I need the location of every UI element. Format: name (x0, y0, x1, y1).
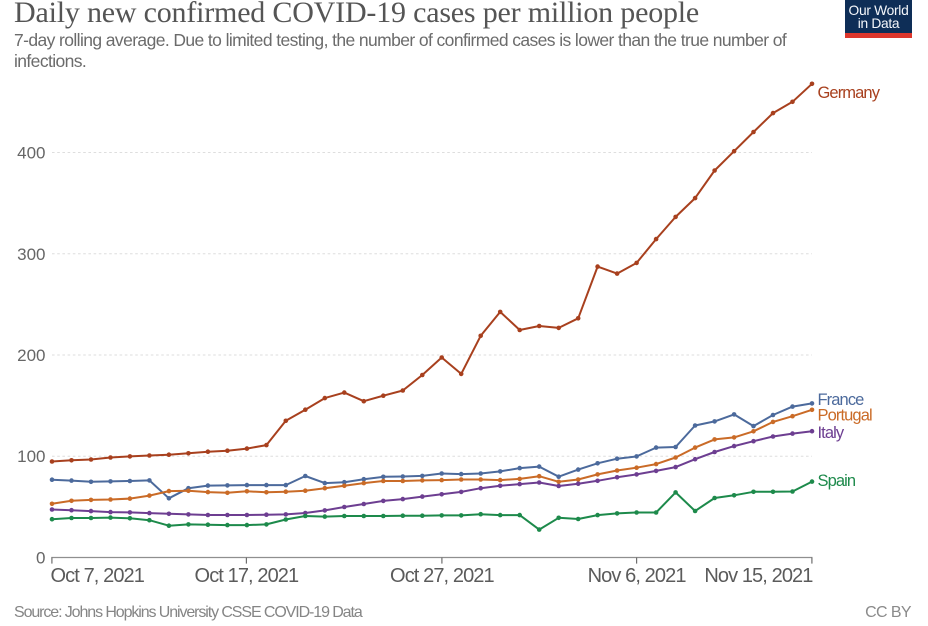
svg-text:Nov 15, 2021: Nov 15, 2021 (704, 565, 813, 587)
svg-text:200: 200 (17, 346, 45, 365)
svg-text:Nov 6, 2021: Nov 6, 2021 (588, 565, 687, 587)
svg-text:Spain: Spain (818, 472, 856, 490)
svg-text:Germany: Germany (818, 84, 881, 102)
svg-text:100: 100 (17, 447, 45, 466)
svg-text:France: France (818, 391, 865, 409)
svg-text:Oct 17, 2021: Oct 17, 2021 (195, 565, 299, 587)
svg-text:Italy: Italy (818, 424, 845, 442)
svg-text:300: 300 (17, 245, 45, 264)
svg-text:400: 400 (17, 144, 45, 163)
svg-text:Oct 27, 2021: Oct 27, 2021 (390, 565, 494, 587)
svg-text:Portugal: Portugal (818, 406, 872, 424)
svg-text:0: 0 (36, 549, 45, 568)
svg-text:Oct 7, 2021: Oct 7, 2021 (51, 565, 145, 587)
